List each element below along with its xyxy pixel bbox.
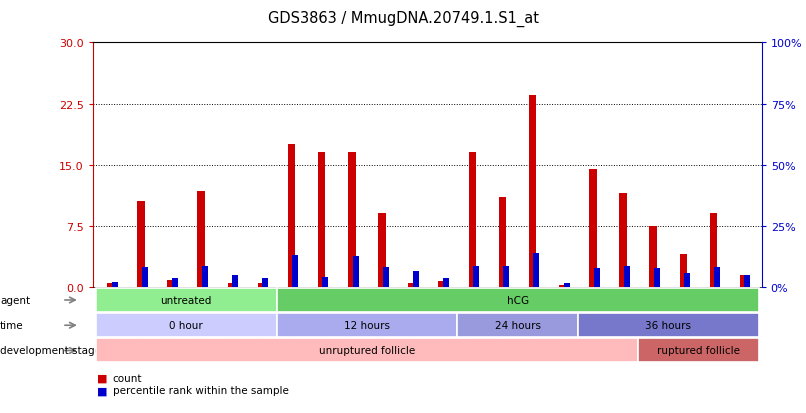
Bar <box>468 153 476 287</box>
Bar <box>589 169 596 287</box>
Bar <box>137 202 144 287</box>
Text: 0 hour: 0 hour <box>169 320 203 330</box>
Text: 24 hours: 24 hours <box>495 320 541 330</box>
Bar <box>202 266 208 287</box>
Text: ruptured follicle: ruptured follicle <box>657 346 740 356</box>
Bar <box>443 278 449 287</box>
Bar <box>594 269 600 287</box>
Bar <box>684 274 690 287</box>
Bar <box>383 268 388 287</box>
Bar <box>322 277 329 287</box>
Bar <box>232 275 238 287</box>
Bar <box>529 96 537 287</box>
Text: percentile rank within the sample: percentile rank within the sample <box>113 385 289 395</box>
Bar <box>293 255 298 287</box>
Bar <box>740 275 747 287</box>
Bar <box>745 275 750 287</box>
Bar <box>107 284 114 287</box>
Text: time: time <box>0 320 23 330</box>
Bar <box>318 153 326 287</box>
Text: 36 hours: 36 hours <box>646 320 692 330</box>
Text: unruptured follicle: unruptured follicle <box>319 346 415 356</box>
Bar <box>142 268 147 287</box>
Bar <box>111 282 118 287</box>
Bar <box>438 281 446 287</box>
Bar <box>262 278 268 287</box>
Bar <box>654 269 660 287</box>
Bar <box>352 256 359 287</box>
Text: hCG: hCG <box>506 295 529 305</box>
Text: 12 hours: 12 hours <box>344 320 390 330</box>
Bar <box>409 283 416 287</box>
Text: agent: agent <box>0 295 30 305</box>
Bar <box>227 283 235 287</box>
Bar <box>624 266 629 287</box>
Text: ■: ■ <box>97 385 107 395</box>
Bar <box>288 145 295 287</box>
Bar <box>650 226 657 287</box>
Text: count: count <box>113 373 143 383</box>
Bar <box>499 198 506 287</box>
Text: ■: ■ <box>97 373 107 383</box>
Text: GDS3863 / MmugDNA.20749.1.S1_at: GDS3863 / MmugDNA.20749.1.S1_at <box>268 10 538 26</box>
Bar <box>413 271 419 287</box>
Bar <box>172 278 178 287</box>
Bar <box>619 194 627 287</box>
Bar <box>710 214 717 287</box>
Bar <box>258 283 265 287</box>
Text: development stage: development stage <box>0 346 101 356</box>
Text: untreated: untreated <box>160 295 212 305</box>
Bar <box>168 280 175 287</box>
Bar <box>679 254 687 287</box>
Bar <box>473 266 479 287</box>
Bar <box>534 253 539 287</box>
Bar <box>714 268 721 287</box>
Bar <box>563 283 570 287</box>
Bar <box>559 285 567 287</box>
Bar <box>378 214 386 287</box>
Bar <box>197 191 205 287</box>
Bar <box>348 153 355 287</box>
Bar <box>503 266 509 287</box>
